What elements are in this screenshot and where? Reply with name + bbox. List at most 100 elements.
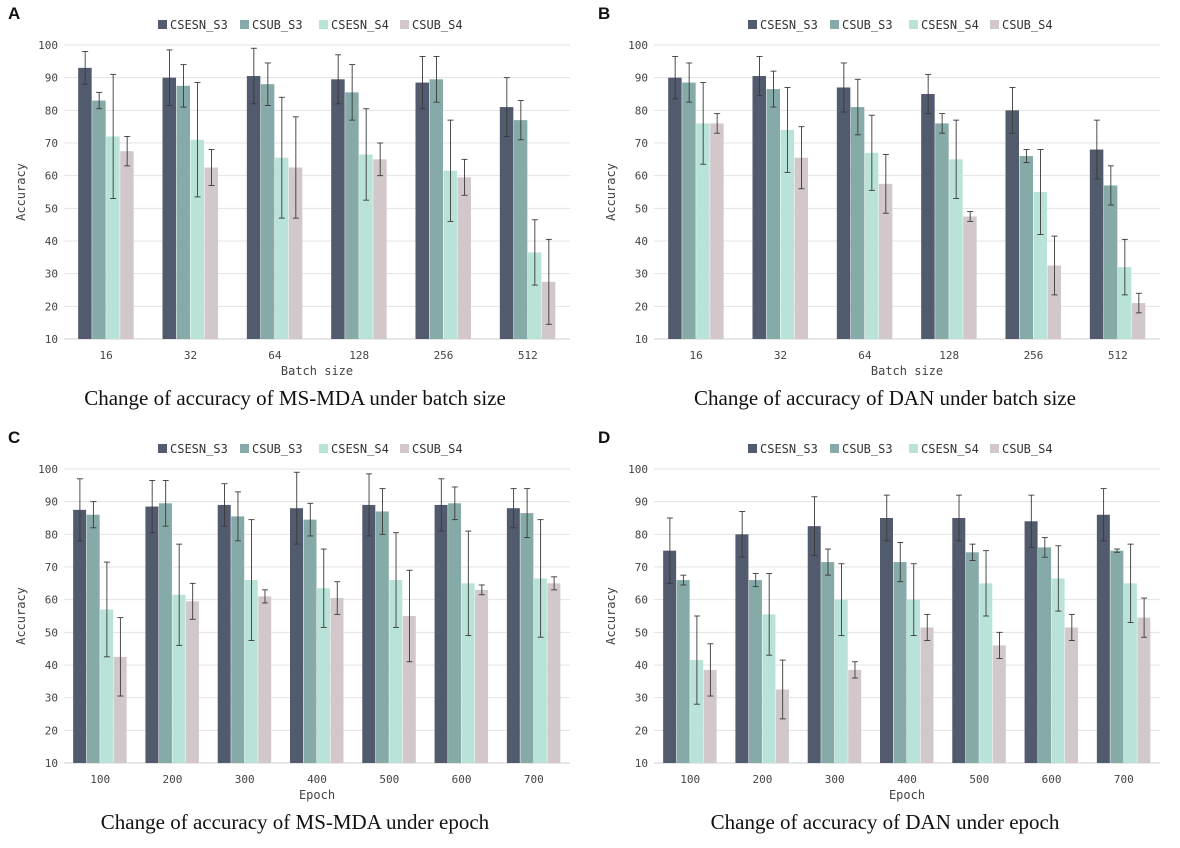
legend-swatch xyxy=(319,444,328,453)
error-bar xyxy=(366,473,373,537)
x-tick-label: 32 xyxy=(774,349,787,362)
bar xyxy=(260,84,275,339)
chart-caption: Change of accuracy of DAN under batch si… xyxy=(694,386,1076,410)
bar xyxy=(217,504,231,763)
error-bar xyxy=(335,54,342,105)
error-bar xyxy=(1100,488,1107,542)
legend-label: CSESN_S4 xyxy=(331,18,389,32)
error-bar xyxy=(956,494,963,542)
error-bar xyxy=(824,548,831,576)
error-bar xyxy=(503,77,510,137)
error-bar xyxy=(162,479,169,527)
error-bar xyxy=(798,126,805,190)
error-bar xyxy=(377,142,384,177)
y-tick-label: 90 xyxy=(635,72,648,85)
error-bar xyxy=(1068,613,1075,641)
chart-panel-c: C 10 20 30 40 50 60 70 80 90 100 100 200 300 400 500 60… xyxy=(0,424,590,848)
error-bar xyxy=(838,563,845,637)
bar xyxy=(1047,265,1061,339)
y-tick-label: 90 xyxy=(45,72,58,85)
error-bar xyxy=(82,51,89,85)
error-bar xyxy=(666,517,673,584)
panel-letter: B xyxy=(598,4,611,23)
y-tick-label: 70 xyxy=(45,137,58,150)
error-bar xyxy=(882,153,889,214)
error-bar xyxy=(278,96,285,219)
x-tick-label: 16 xyxy=(100,349,113,362)
x-axis-label: Batch size xyxy=(871,364,943,378)
legend-swatch xyxy=(158,20,167,29)
error-bar xyxy=(1041,537,1048,558)
bar xyxy=(92,100,106,340)
error-bar xyxy=(752,573,759,588)
x-tick-label: 600 xyxy=(452,773,472,786)
y-tick-label: 40 xyxy=(635,235,648,248)
x-tick-label: 500 xyxy=(379,773,399,786)
error-bar xyxy=(1037,149,1044,235)
bar xyxy=(1131,303,1146,339)
bar xyxy=(663,550,677,763)
bar xyxy=(330,598,344,763)
legend-label: CSUB_S3 xyxy=(842,18,893,32)
y-tick-label: 100 xyxy=(38,39,58,52)
x-tick-label: 512 xyxy=(518,349,538,362)
y-tick-label: 10 xyxy=(45,757,58,770)
bar xyxy=(690,660,704,763)
error-bar xyxy=(180,64,187,108)
panel-letter: C xyxy=(8,428,21,447)
x-axis-label: Epoch xyxy=(299,788,335,802)
x-tick-label: 200 xyxy=(752,773,772,786)
bar xyxy=(907,599,920,763)
y-tick-label: 50 xyxy=(635,202,648,215)
error-bar xyxy=(739,511,746,558)
bar xyxy=(303,519,317,763)
bar xyxy=(920,627,934,763)
error-bar xyxy=(234,491,241,542)
error-bar xyxy=(784,87,791,173)
panel-letter: D xyxy=(598,428,611,447)
y-tick-label: 60 xyxy=(45,170,58,183)
bar xyxy=(848,669,862,763)
legend-swatch xyxy=(830,20,839,29)
x-tick-label: 300 xyxy=(235,773,255,786)
bar xyxy=(1137,617,1151,763)
error-bar xyxy=(248,519,255,641)
legend-label: CSESN_S3 xyxy=(760,18,818,32)
bar xyxy=(499,107,514,339)
error-bar xyxy=(189,582,196,620)
bar xyxy=(864,152,879,339)
bar xyxy=(86,514,100,763)
error-bar xyxy=(117,617,124,697)
error-bar xyxy=(110,73,117,199)
bar xyxy=(766,89,780,339)
x-tick-label: 256 xyxy=(434,349,454,362)
legend-label: CSUB_S3 xyxy=(842,442,893,456)
bar xyxy=(389,580,403,763)
legend-label: CSUB_S3 xyxy=(252,18,303,32)
y-tick-label: 50 xyxy=(45,626,58,639)
x-tick-label: 100 xyxy=(680,773,700,786)
y-tick-label: 60 xyxy=(45,594,58,607)
bar xyxy=(834,599,848,763)
bar xyxy=(162,77,176,340)
legend-label: CSUB_S4 xyxy=(1002,18,1053,32)
error-bar xyxy=(672,55,679,100)
error-bar xyxy=(221,483,228,527)
x-axis-label: Batch size xyxy=(281,364,353,378)
error-bar xyxy=(208,149,215,186)
bar xyxy=(1117,267,1132,339)
error-bar xyxy=(883,494,890,542)
y-tick-label: 100 xyxy=(628,39,648,52)
y-tick-label: 20 xyxy=(635,300,648,313)
error-bar xyxy=(1135,292,1142,314)
legend-swatch xyxy=(319,20,328,29)
y-tick-label: 30 xyxy=(635,268,648,281)
y-axis-label: Accuracy xyxy=(14,163,28,221)
error-bar xyxy=(363,108,370,201)
error-bar xyxy=(854,78,861,136)
x-tick-label: 600 xyxy=(1042,773,1062,786)
error-bar xyxy=(465,530,472,637)
bar xyxy=(345,92,359,339)
error-bar xyxy=(983,550,990,617)
error-bar xyxy=(868,114,875,191)
